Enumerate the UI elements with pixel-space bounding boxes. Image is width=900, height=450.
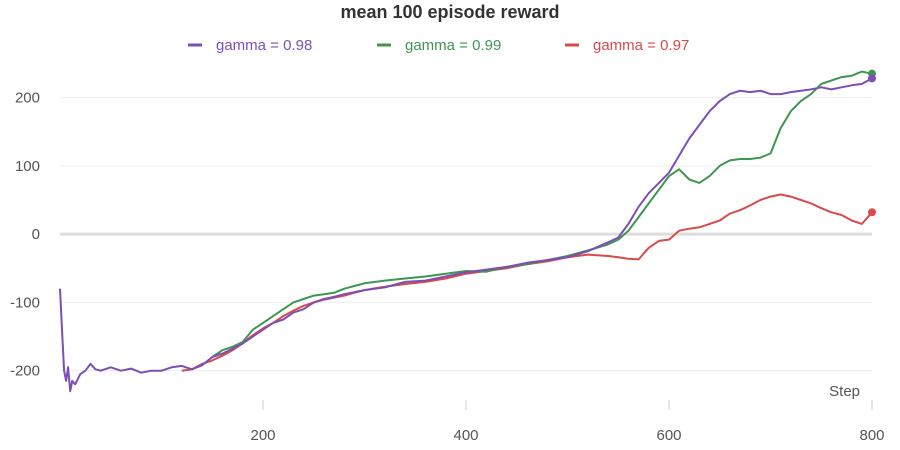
legend-item-gamma-099[interactable]: gamma = 0.99 xyxy=(377,37,501,54)
legend-item-gamma-098[interactable]: gamma = 0.98 xyxy=(188,37,312,54)
y-tick-label: -100 xyxy=(10,294,40,311)
y-tick-label: 100 xyxy=(15,158,40,175)
series-lines xyxy=(59,69,876,393)
x-axis: 200 400 600 800 xyxy=(250,400,885,444)
legend-label: gamma = 0.98 xyxy=(216,37,312,54)
x-axis-label: Step xyxy=(829,383,860,400)
y-tick-label: 0 xyxy=(32,226,40,243)
series-end-point[interactable] xyxy=(868,208,876,217)
series-line[interactable] xyxy=(59,77,873,393)
chart-title: mean 100 episode reward xyxy=(340,2,559,22)
x-tick-label: 200 xyxy=(250,427,275,444)
y-tick-label: 200 xyxy=(15,90,40,107)
legend-item-gamma-097[interactable]: gamma = 0.97 xyxy=(565,37,689,54)
legend: gamma = 0.98 gamma = 0.99 gamma = 0.97 xyxy=(188,37,689,54)
legend-label: gamma = 0.99 xyxy=(405,37,501,54)
gridlines xyxy=(60,97,872,372)
series-end-point[interactable] xyxy=(868,74,876,83)
x-tick-label: 600 xyxy=(656,427,681,444)
x-tick-label: 800 xyxy=(859,427,884,444)
legend-label: gamma = 0.97 xyxy=(593,37,689,54)
y-tick-label: -200 xyxy=(10,363,40,380)
series-line[interactable] xyxy=(211,70,873,358)
y-axis: 200 100 0 -100 -200 xyxy=(10,90,40,380)
series-line[interactable] xyxy=(181,193,873,372)
x-tick-label: 400 xyxy=(453,427,478,444)
